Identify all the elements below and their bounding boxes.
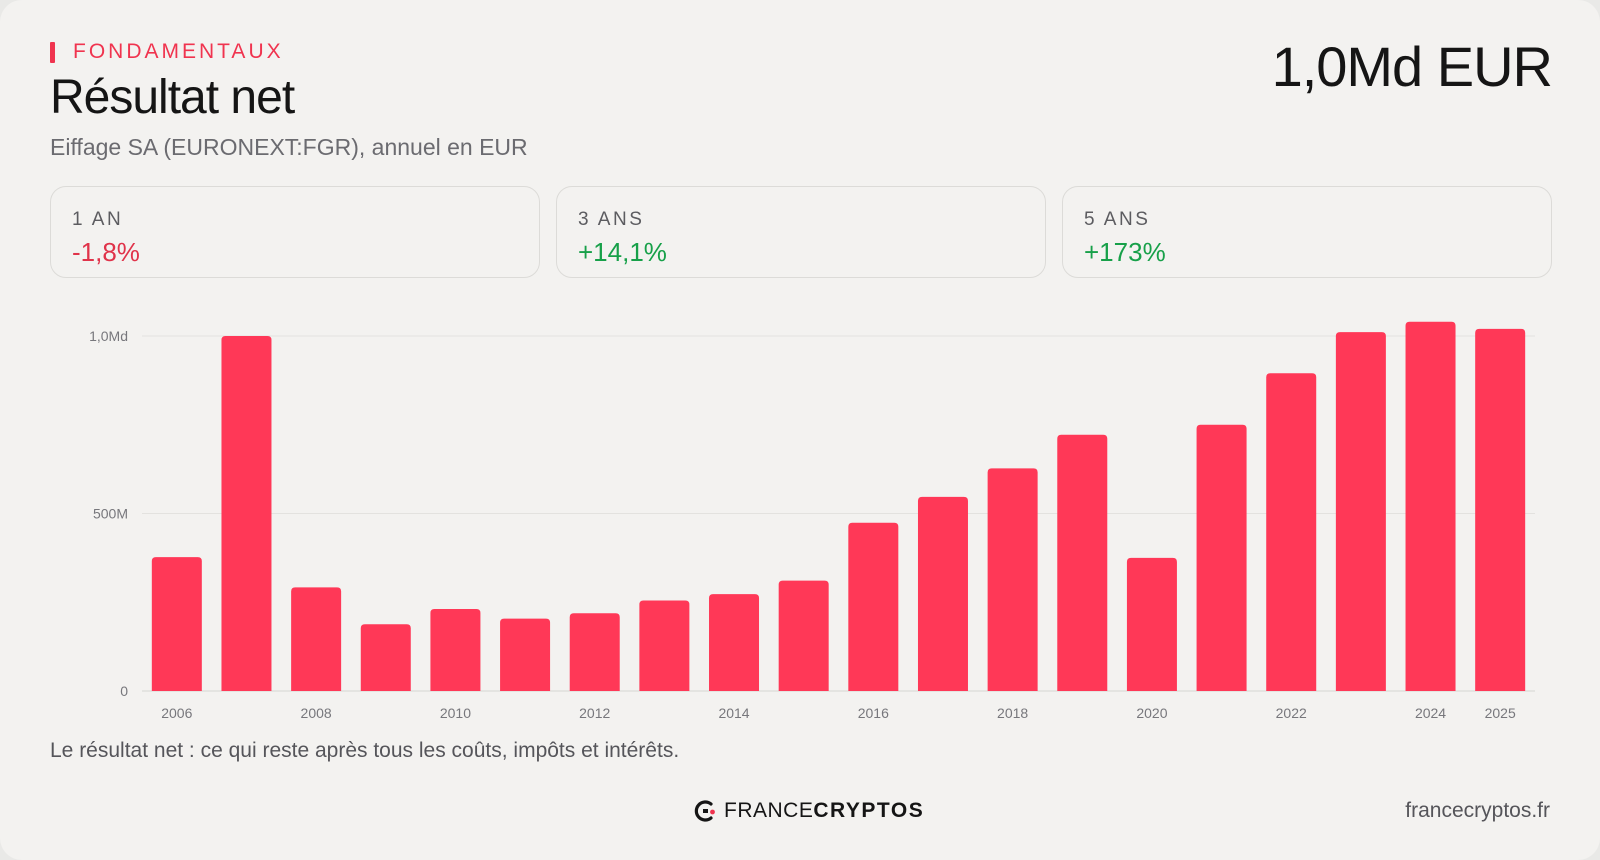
bar-2011[interactable] <box>500 618 551 691</box>
bar-2023[interactable] <box>1335 332 1386 691</box>
bar-2007[interactable] <box>221 336 272 691</box>
bar-2014[interactable] <box>709 594 760 691</box>
stat-value: +14,1% <box>578 237 667 267</box>
brand-name-bold: CRYPTOS <box>813 799 925 822</box>
bar-2019[interactable] <box>1057 434 1108 691</box>
bar-2024[interactable] <box>1405 321 1456 691</box>
stat-value: -1,8% <box>72 237 140 267</box>
bar-2010[interactable] <box>430 608 481 691</box>
section-kicker: FONDAMENTAUX <box>50 40 284 64</box>
x-tick-label: 2025 <box>1485 705 1516 721</box>
stat-label: 5 ANS <box>1084 209 1151 230</box>
x-tick-label: 2014 <box>718 705 749 721</box>
stat-card-5y: 5 ANS +173% <box>1062 186 1552 278</box>
x-tick-label: 2016 <box>858 705 889 721</box>
bar-2022[interactable] <box>1266 373 1317 691</box>
net-income-bar-chart: 0 500M 1,0Md 2006 2008 2010 2012 2014 2016 2018 20… <box>89 321 1535 721</box>
stat-label: 1 AN <box>72 209 124 230</box>
brand-name-light: FRANCE <box>724 799 814 822</box>
x-tick-label: 2018 <box>997 705 1028 721</box>
page-title: Résultat net <box>50 71 295 124</box>
francecryptos-logo-icon <box>694 800 715 822</box>
bar-2020[interactable] <box>1126 557 1177 691</box>
y-tick-label: 0 <box>120 683 128 699</box>
x-tick-label: 2010 <box>440 705 471 721</box>
stat-card-3y: 3 ANS +14,1% <box>556 186 1046 278</box>
x-tick-label: 2020 <box>1136 705 1167 721</box>
bar-2017[interactable] <box>917 496 968 691</box>
x-tick-label: 2012 <box>579 705 610 721</box>
x-tick-label: 2008 <box>301 705 332 721</box>
x-tick-label: 2022 <box>1276 705 1307 721</box>
page-subtitle: Eiffage SA (EURONEXT:FGR), annuel en EUR <box>50 134 528 160</box>
bar-2008[interactable] <box>291 587 342 691</box>
bar-2018[interactable] <box>987 468 1038 691</box>
kicker-label: FONDAMENTAUX <box>73 40 284 63</box>
current-value: 1,0Md EUR <box>1271 35 1553 98</box>
bar-2013[interactable] <box>639 600 690 691</box>
bar-2006[interactable] <box>151 557 202 691</box>
bar-2009[interactable] <box>360 624 411 691</box>
bar-2015[interactable] <box>778 580 829 691</box>
chart-caption: Le résultat net : ce qui reste après tou… <box>50 739 680 762</box>
bar-2016[interactable] <box>848 522 899 691</box>
stat-label: 3 ANS <box>578 209 645 230</box>
stat-value: +173% <box>1084 237 1166 267</box>
stat-card-1y: 1 AN -1,8% <box>50 186 540 278</box>
bar-2021[interactable] <box>1196 424 1247 691</box>
y-tick-label: 500M <box>93 506 128 522</box>
performance-stats: 1 AN -1,8% 3 ANS +14,1% 5 ANS +173% <box>50 186 1552 278</box>
bar-2025[interactable] <box>1475 328 1526 691</box>
x-tick-label: 2006 <box>161 705 192 721</box>
bar-2012[interactable] <box>569 613 620 691</box>
kicker-accent-bar <box>50 41 55 63</box>
site-link[interactable]: francecryptos.fr <box>1405 799 1550 822</box>
x-tick-label: 2024 <box>1415 705 1446 721</box>
brand-logo: FRANCE CRYPTOS <box>694 799 924 823</box>
y-tick-label: 1,0Md <box>89 328 128 344</box>
